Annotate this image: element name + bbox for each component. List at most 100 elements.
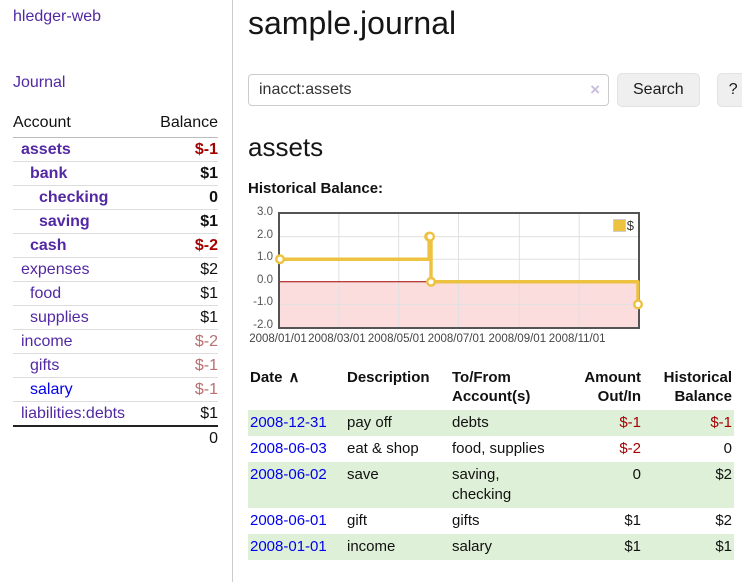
balance-column-header-register: Historical Balance: [663, 369, 732, 405]
search-input[interactable]: [248, 74, 609, 106]
search-input-wrap: ×: [248, 74, 609, 106]
account-link[interactable]: income: [21, 333, 73, 350]
account-link[interactable]: bank: [30, 165, 68, 182]
register-date-link[interactable]: 2008-01-01: [250, 538, 327, 555]
account-link[interactable]: expenses: [21, 261, 90, 278]
account-link[interactable]: liabilities:debts: [21, 405, 126, 422]
y-tick-label: 0.0: [257, 273, 273, 286]
description-column-header: Description: [347, 369, 430, 386]
account-row: liabilities:debts $1: [13, 401, 218, 427]
account-row: cash $-2: [13, 233, 218, 258]
account-link[interactable]: saving: [39, 213, 90, 230]
main-content: sample.journal × Search ? assets Histori…: [248, 0, 742, 560]
account-link[interactable]: cash: [30, 237, 67, 254]
data-point-marker: [633, 299, 644, 310]
y-tick-label: -1.0: [253, 296, 273, 309]
amount-cell: $1: [624, 538, 641, 555]
x-tick-label: 2008/03/01: [308, 333, 366, 345]
nav-journal-link[interactable]: Journal: [13, 74, 66, 91]
x-tick-label: 2008/05/01: [367, 333, 426, 345]
account-link[interactable]: supplies: [30, 309, 89, 326]
data-point-marker: [426, 276, 437, 287]
description-cell: pay off: [347, 414, 392, 431]
balance-cell: 0: [723, 440, 732, 457]
chart-legend: $: [612, 218, 634, 233]
description-cell: income: [347, 538, 396, 555]
data-point-marker: [275, 254, 285, 265]
account-balance: $2: [148, 257, 218, 282]
page-title: sample.journal: [248, 5, 457, 41]
account-balance: $1: [148, 209, 218, 234]
data-point-marker: [425, 231, 436, 242]
accounts-column-header: To/From Account(s): [452, 369, 531, 405]
y-tick-label: 1.0: [257, 251, 273, 264]
register-date-link[interactable]: 2008-06-01: [250, 512, 327, 529]
search-button[interactable]: Search: [617, 73, 700, 107]
legend-label: $: [626, 218, 634, 233]
balance-cell: $1: [715, 538, 732, 555]
historical-balance-chart: 3.0 2.0 1.0 0.0 -1.0 -2.0 $ 2008/01/01 2008/03…: [248, 206, 668, 349]
clear-search-icon[interactable]: ×: [590, 80, 600, 99]
balance-column-header: Balance: [148, 113, 218, 138]
x-tick-label: 2008/09/01: [488, 333, 547, 345]
amount-cell: $-2: [619, 440, 641, 457]
legend-swatch-icon: [612, 219, 626, 232]
date-column-header[interactable]: Date ∧: [250, 369, 300, 386]
amount-cell: $-1: [619, 414, 641, 431]
brand-link[interactable]: hledger-web: [13, 8, 102, 25]
balance-chart-svg: [275, 214, 644, 327]
account-row: supplies $1: [13, 305, 218, 330]
account-total-balance: 0: [148, 425, 218, 450]
description-cell: save: [347, 466, 379, 483]
account-balance-table: Account Balance assets $-1 bank $1 checking 0…: [13, 113, 218, 450]
accounts-cell: salary: [452, 538, 493, 555]
x-tick-label: 2008/11/01: [548, 333, 606, 345]
account-row: assets $-1: [13, 137, 218, 162]
balance-cell: $-1: [710, 414, 732, 431]
register-row: 2008-06-03 eat & shop food, supplies $-2 0: [248, 436, 734, 462]
balance-cell: $2: [715, 512, 732, 529]
accounts-cell: saving, checking: [452, 466, 512, 503]
account-column-header: Account: [13, 113, 149, 138]
account-balance: $1: [148, 305, 218, 330]
account-link[interactable]: food: [30, 285, 62, 302]
amount-cell: $1: [624, 512, 641, 529]
description-cell: eat & shop: [347, 440, 419, 457]
description-cell: gift: [347, 512, 368, 529]
y-tick-label: 3.0: [257, 206, 273, 218]
register-row: 2008-01-01 income salary $1 $1: [248, 534, 734, 560]
register-table: Date ∧ Description To/From Account(s) Amo…: [248, 366, 734, 560]
account-row: income $-2: [13, 329, 218, 354]
account-row: checking 0: [13, 185, 218, 210]
register-date-link[interactable]: 2008-06-02: [250, 466, 327, 483]
account-link[interactable]: salary: [30, 381, 73, 398]
account-balance: $1: [148, 401, 218, 427]
account-balance: $1: [148, 281, 218, 306]
accounts-cell: gifts: [452, 512, 480, 529]
account-balance: $-1: [148, 137, 218, 162]
y-tick-label: -2.0: [253, 319, 273, 331]
account-balance: $-1: [148, 353, 218, 378]
account-total-row: 0: [13, 425, 218, 450]
register-date-link[interactable]: 2008-06-03: [250, 440, 327, 457]
search-help-button[interactable]: ?: [716, 73, 742, 107]
y-tick-label: 2.0: [257, 228, 273, 241]
amount-cell: 0: [632, 466, 641, 483]
account-link[interactable]: checking: [39, 189, 109, 206]
account-row: salary $-1: [13, 377, 218, 402]
x-tick-label: 2008/01/01: [249, 333, 307, 345]
register-row: 2008-06-02 save saving, checking 0 $2: [248, 462, 734, 508]
account-balance: $-2: [148, 233, 218, 258]
account-row: bank $1: [13, 161, 218, 186]
register-row: 2008-06-01 gift gifts $1 $2: [248, 508, 734, 534]
account-balance: $-1: [148, 377, 218, 402]
account-link[interactable]: gifts: [30, 357, 60, 374]
chart-plot-area: $: [275, 212, 644, 329]
account-row: expenses $2: [13, 257, 218, 282]
account-balance: $1: [148, 161, 218, 186]
register-header-row: Date ∧ Description To/From Account(s) Amo…: [248, 366, 734, 410]
sort-asc-icon: ∧: [288, 369, 300, 386]
register-date-link[interactable]: 2008-12-31: [250, 414, 327, 431]
account-heading: assets: [248, 132, 324, 162]
account-link[interactable]: assets: [21, 141, 71, 158]
